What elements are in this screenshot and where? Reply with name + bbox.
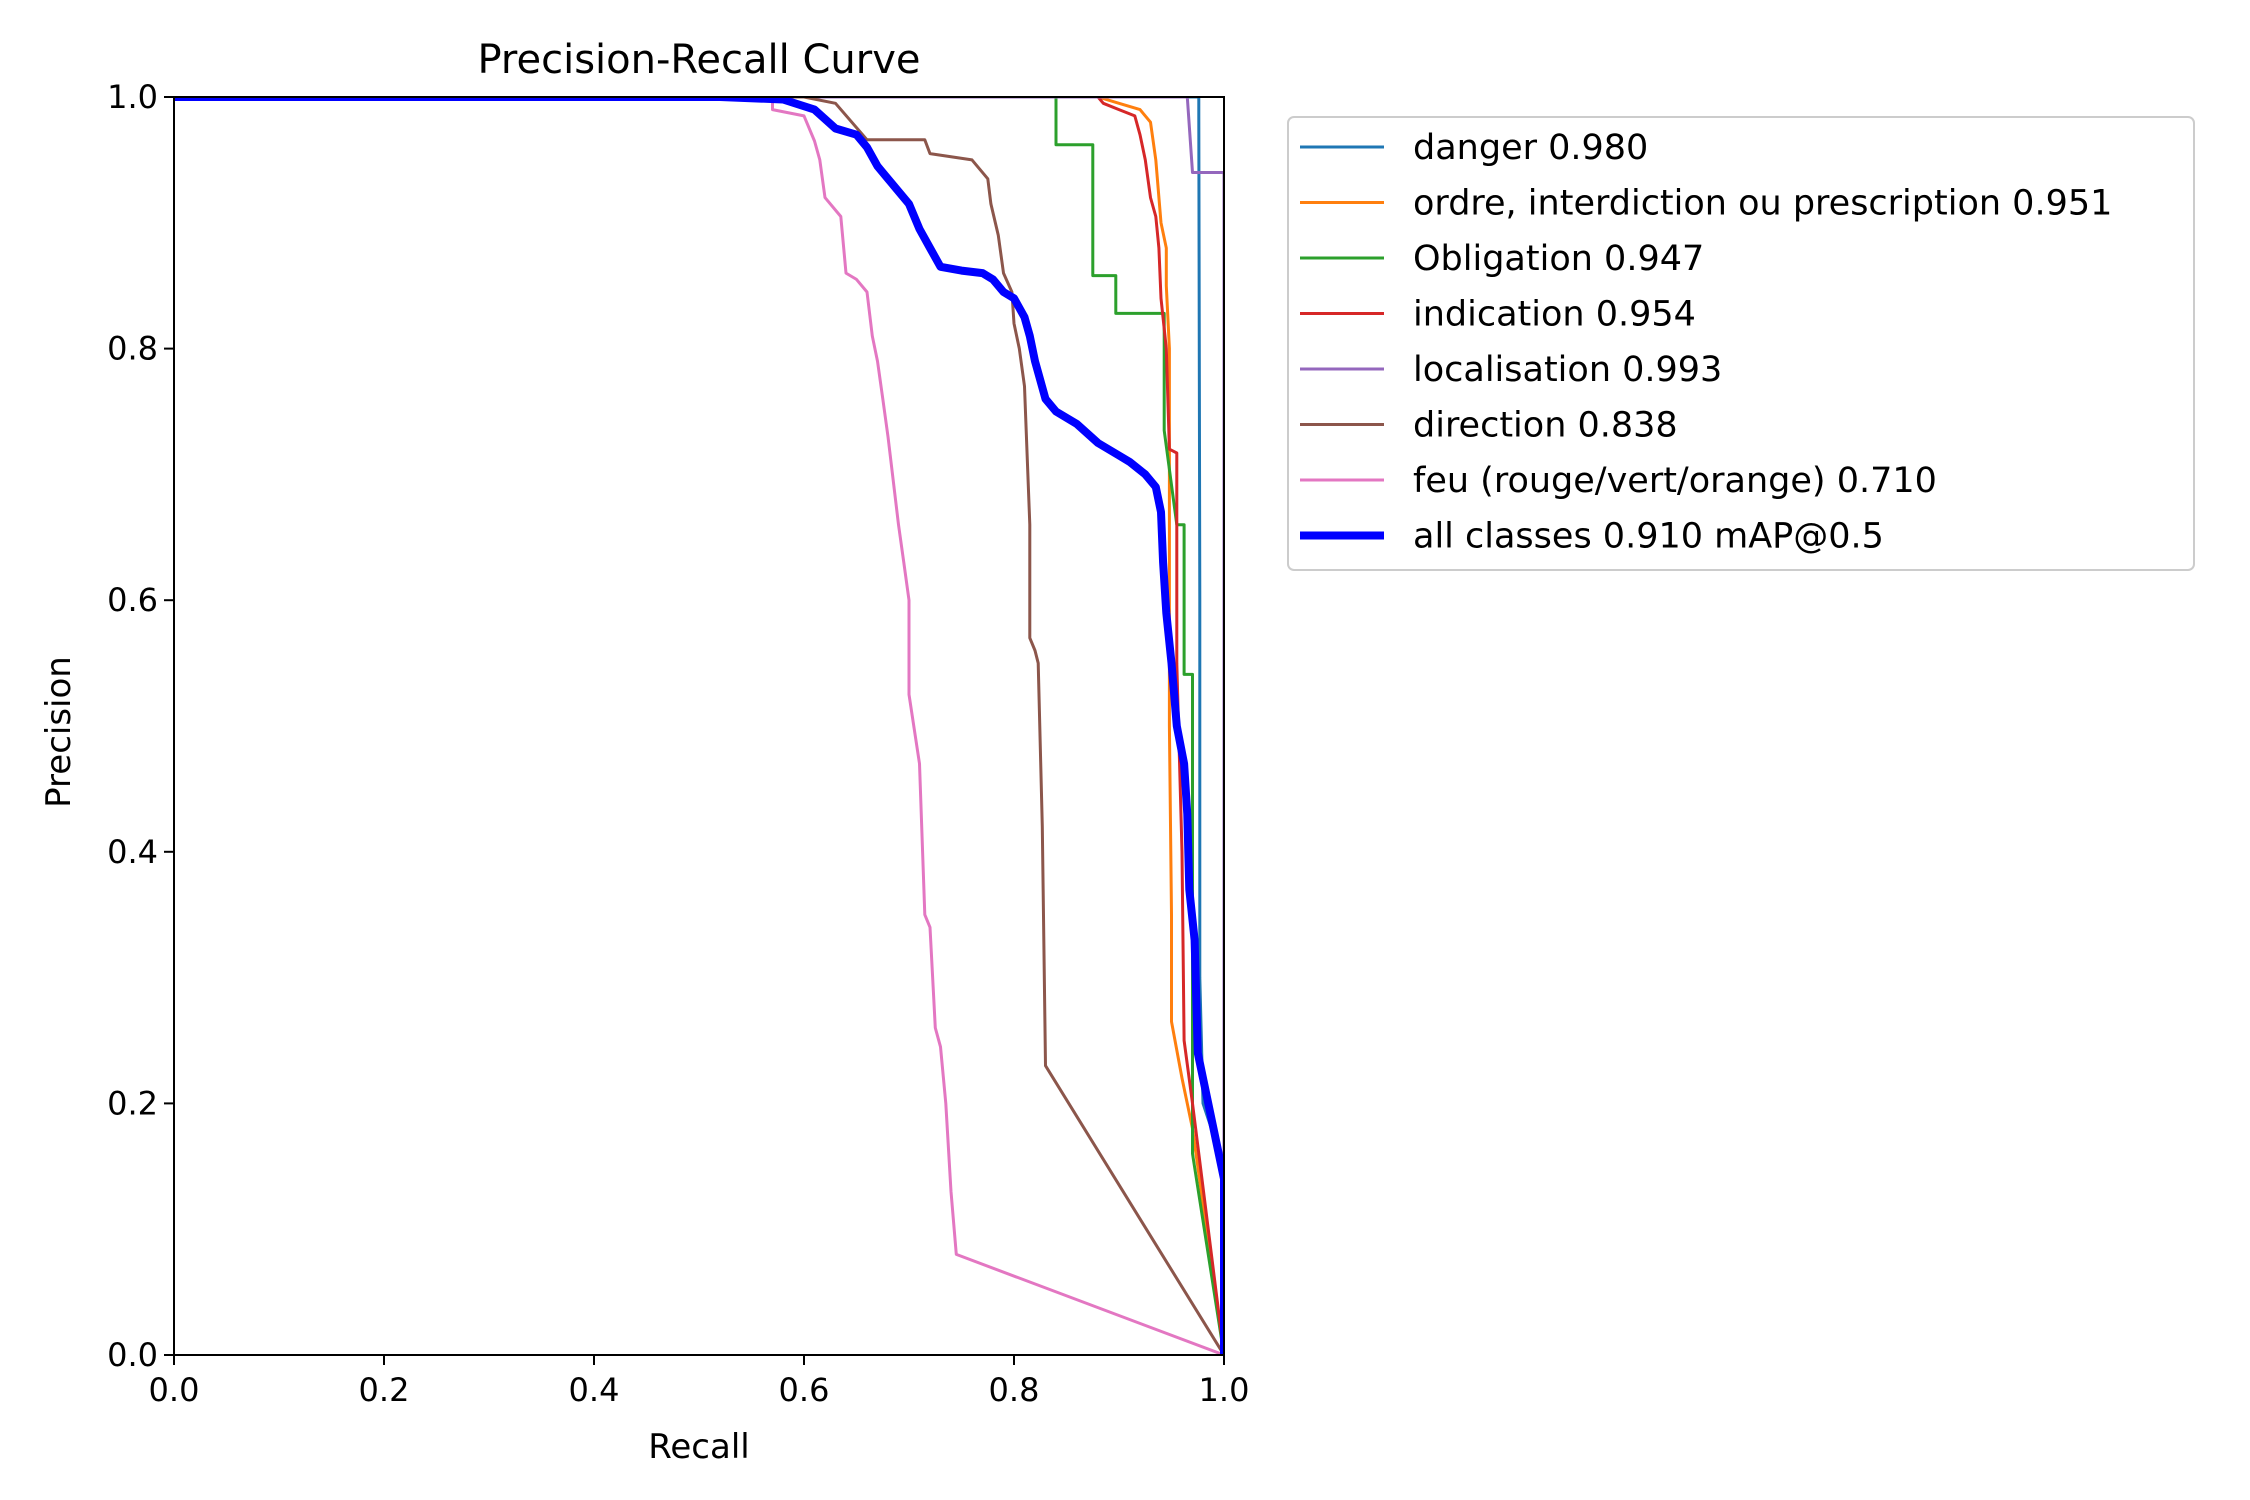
x-axis: 0.0 0.2 0.4 0.6 0.8 1.0: [149, 1355, 1250, 1409]
series-line-3: [174, 97, 1224, 1355]
y-tick-label: 1.0: [107, 78, 158, 116]
series-line-8: [174, 97, 1224, 1355]
chart-title: Precision-Recall Curve: [478, 37, 921, 83]
legend-frame: [1287, 116, 2195, 571]
x-tick-label: 1.0: [1199, 1371, 1250, 1409]
series-line-6: [174, 97, 1224, 1355]
legend-entry-label: Obligation 0.947: [1413, 239, 1704, 279]
plot-frame: [173, 96, 1225, 1356]
x-tick-label: 0.2: [359, 1371, 410, 1409]
y-axis-label: Precision: [39, 656, 79, 808]
y-tick-label: 0.8: [107, 330, 158, 368]
y-tick-label: 0.6: [107, 581, 158, 619]
x-tick-label: 0.6: [779, 1371, 830, 1409]
legend-entry-label: localisation 0.993: [1413, 350, 1722, 390]
legend: danger 0.980 ordre, interdiction ou presc…: [1287, 116, 2195, 571]
x-tick-label: 0.4: [569, 1371, 620, 1409]
series-line-4: [174, 97, 1224, 1355]
series-line-2: [174, 97, 1224, 1355]
y-tick-label: 0.4: [107, 833, 158, 871]
legend-entry-label: ordre, interdiction ou prescription 0.95…: [1413, 184, 2112, 224]
x-tick-label: 0.8: [989, 1371, 1040, 1409]
legend-entry-label: direction 0.838: [1413, 406, 1678, 446]
y-tick-label: 0.0: [107, 1336, 158, 1374]
x-tick-label: 0.0: [149, 1371, 200, 1409]
y-tick-label: 0.2: [107, 1084, 158, 1122]
legend-entry-label: indication 0.954: [1413, 295, 1696, 335]
series-line-7: [174, 97, 1224, 1355]
x-axis-label: Recall: [648, 1427, 749, 1467]
y-axis: 0.0 0.2 0.4 0.6 0.8 1.0: [107, 78, 174, 1374]
series-layer: [174, 97, 1224, 1355]
legend-entry-label: feu (rouge/vert/orange) 0.710: [1413, 461, 1937, 501]
legend-entry-label: all classes 0.910 mAP@0.5: [1413, 517, 1884, 557]
legend-entry-label: danger 0.980: [1413, 128, 1648, 168]
series-line-5: [174, 97, 1224, 1355]
series-line-1: [174, 97, 1224, 1355]
